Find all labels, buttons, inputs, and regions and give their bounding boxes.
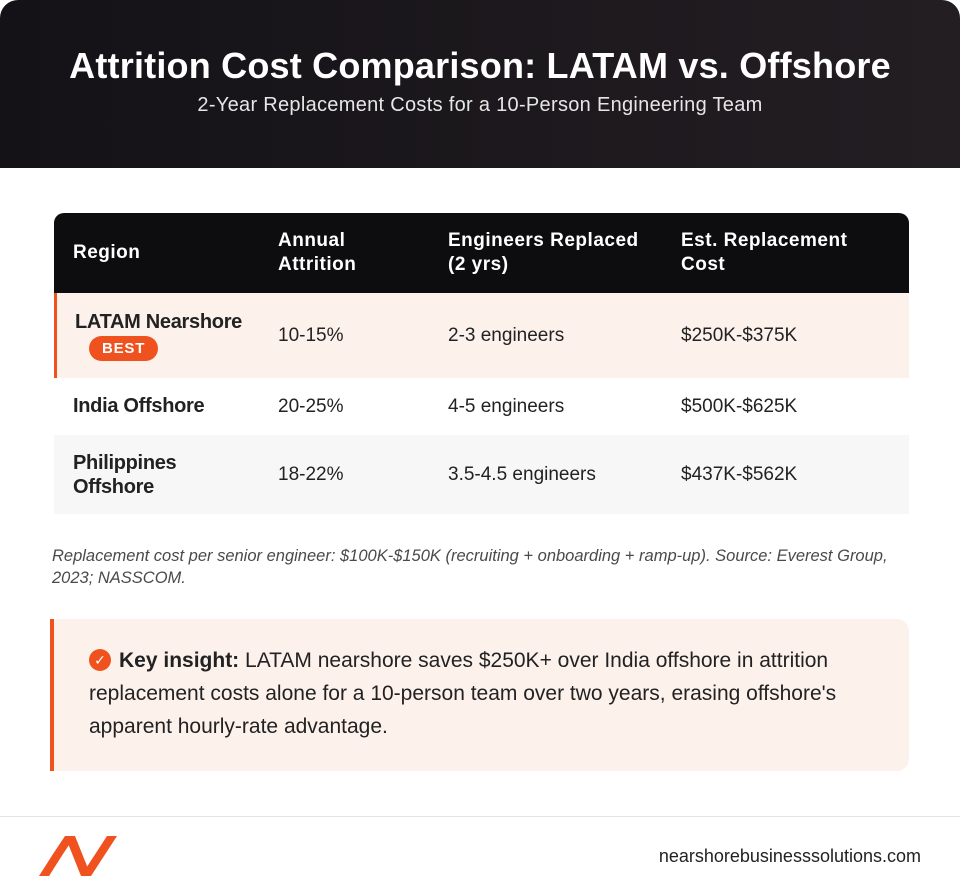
- column-header-engineers-replaced: Engineers Replaced (2 yrs): [448, 213, 681, 293]
- region-cell: Philippines Offshore: [54, 435, 278, 514]
- website-link[interactable]: nearshorebusinesssolutions.com: [658, 846, 921, 866]
- column-header-replacement-cost: Est. Replacement Cost: [681, 213, 909, 293]
- cost-cell: $250K-$375K: [681, 293, 909, 378]
- table-row: LATAM Nearshore BEST 10-15% 2-3 engineer…: [54, 293, 909, 378]
- region-cell: India Offshore: [54, 378, 278, 435]
- comparison-table: Region Annual Attrition Engineers Replac…: [54, 213, 909, 514]
- table-row: India Offshore 20-25% 4-5 engineers $500…: [54, 378, 909, 435]
- attrition-cell: 18-22%: [278, 435, 448, 514]
- table-header-row: Region Annual Attrition Engineers Replac…: [54, 213, 909, 293]
- header: Attrition Cost Comparison: LATAM vs. Off…: [0, 0, 960, 168]
- column-header-annual-attrition: Annual Attrition: [278, 213, 448, 293]
- nearshore-logo-icon: [39, 836, 117, 876]
- check-circle-icon: ✓: [89, 649, 111, 671]
- page-title: Attrition Cost Comparison: LATAM vs. Off…: [69, 45, 891, 86]
- cost-cell: $500K-$625K: [681, 378, 909, 435]
- column-header-region: Region: [54, 213, 278, 293]
- cost-cell: $437K-$562K: [681, 435, 909, 514]
- region-cell: LATAM Nearshore BEST: [54, 293, 278, 378]
- key-insight-box: ✓ Key insight: LATAM nearshore saves $250…: [50, 619, 909, 771]
- table-row: Philippines Offshore 18-22% 3.5-4.5 engi…: [54, 435, 909, 514]
- page-subtitle: 2-Year Replacement Costs for a 10-Person…: [197, 94, 763, 116]
- source-note: Replacement cost per senior engineer: $1…: [52, 547, 888, 587]
- best-badge: BEST: [89, 336, 159, 361]
- attrition-cell: 10-15%: [278, 293, 448, 378]
- insight-label: Key insight:: [119, 649, 240, 672]
- footer: nearshorebusinesssolutions.com: [0, 816, 960, 894]
- replaced-cell: 2-3 engineers: [448, 293, 681, 378]
- region-name: LATAM Nearshore: [75, 311, 243, 333]
- region-name: Philippines Offshore: [73, 451, 177, 498]
- insight-text: LATAM nearshore saves $250K+ over India …: [89, 649, 837, 738]
- replaced-cell: 4-5 engineers: [448, 378, 681, 435]
- replaced-cell: 3.5-4.5 engineers: [448, 435, 681, 514]
- attrition-cell: 20-25%: [278, 378, 448, 435]
